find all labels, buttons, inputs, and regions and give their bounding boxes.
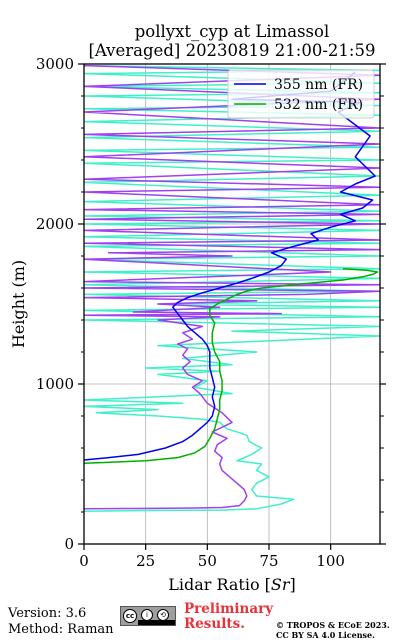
method-text: Method: Raman — [8, 622, 114, 637]
x-tick-label: 50 — [198, 552, 217, 570]
y-axis-label: Height (m) — [9, 260, 28, 348]
x-tick-label: 100 — [316, 552, 345, 570]
y-tick-label: 0 — [64, 535, 74, 553]
preliminary-notice: Preliminary Results. — [184, 602, 273, 632]
chart-title: pollyxt_cyp at Limassol — [134, 22, 330, 41]
legend: 355 nm (FR) 532 nm (FR) — [227, 69, 375, 119]
series-group — [84, 64, 380, 512]
y-tick-label: 3000 — [36, 55, 74, 73]
copyright-notice: © TROPOS & ECoE 2023. CC BY SA 4.0 Licen… — [276, 620, 390, 640]
footer-info: Version: 3.6 Method: Raman — [8, 606, 114, 638]
plot-frame — [83, 63, 381, 545]
version-text: Version: 3.6 — [8, 606, 87, 621]
x-tick-label: 25 — [136, 552, 155, 570]
badge-strip — [138, 620, 175, 625]
series-line-0 — [84, 71, 376, 461]
preliminary-line2: Results. — [184, 616, 245, 632]
series-line-1 — [84, 268, 379, 464]
copyright-line2: CC BY SA 4.0 License. — [276, 630, 375, 640]
series-line-2 — [84, 64, 380, 510]
legend-box — [227, 69, 375, 119]
y-tick-label: 2000 — [36, 215, 74, 233]
legend-label-532: 532 nm (FR) — [274, 97, 363, 113]
cc-icon: cc — [123, 609, 137, 623]
x-axis-label-prefix: Lidar Ratio [ — [168, 575, 271, 594]
preliminary-line1: Preliminary — [184, 601, 274, 617]
copyright-line1: © TROPOS & ECoE 2023. — [276, 620, 390, 630]
x-tick-label: 0 — [79, 552, 89, 570]
y-tick-label: 1000 — [36, 375, 74, 393]
legend-label-355: 355 nm (FR) — [274, 77, 363, 93]
x-axis-label: Lidar Ratio [Sr] — [168, 575, 296, 594]
chart-subtitle: [Averaged] 20230819 21:00-21:59 — [88, 41, 376, 60]
x-axis-label-suffix: ] — [290, 575, 296, 594]
x-tick-label: 75 — [259, 552, 278, 570]
x-axis-label-unit: Sr — [271, 575, 291, 594]
cc-license-badge: cc i ⟲ — [120, 606, 176, 626]
